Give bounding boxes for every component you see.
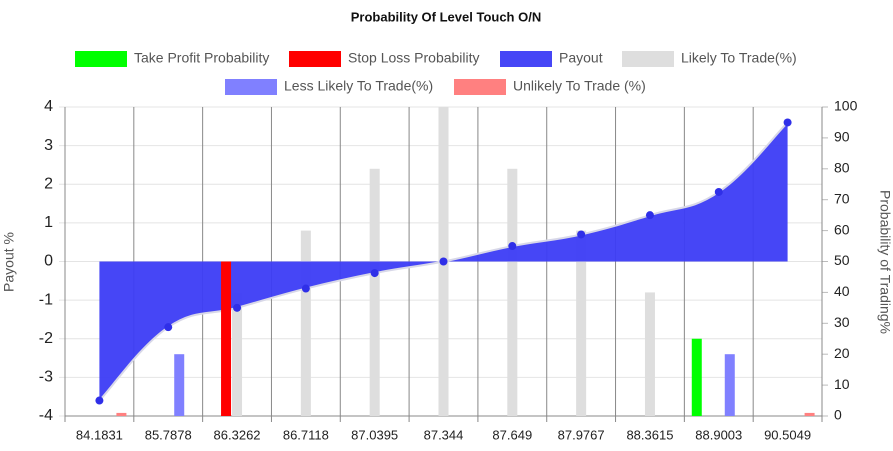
x-tick-label: 88.3615: [626, 427, 673, 442]
bar: [804, 412, 815, 416]
bar: [174, 354, 185, 416]
bar: [691, 338, 702, 416]
y-tick-label: -2: [39, 330, 53, 347]
legend-label[interactable]: Payout: [559, 50, 603, 66]
legend-swatch[interactable]: [225, 79, 277, 95]
legend-swatch[interactable]: [500, 51, 552, 67]
y2-tick-label: 80: [834, 160, 850, 176]
legend-swatch[interactable]: [289, 51, 341, 67]
payout-point: [301, 284, 310, 293]
y2-tick-label: 50: [834, 252, 850, 268]
payout-point: [714, 187, 723, 196]
y2-axis-title: Probability of Trading%: [877, 190, 893, 334]
payout-point: [645, 211, 654, 220]
bar: [300, 230, 311, 416]
bar: [116, 412, 127, 416]
legend-label[interactable]: Likely To Trade(%): [681, 50, 797, 66]
payout-point: [95, 396, 104, 405]
legend-label[interactable]: Unlikely To Trade (%): [513, 78, 646, 94]
y2-tick-label: 90: [834, 129, 850, 145]
x-tick-label: 87.9767: [558, 427, 605, 442]
x-tick-label: 87.649: [492, 427, 532, 442]
x-tick-label: 90.5049: [764, 427, 811, 442]
bar: [232, 292, 243, 416]
y-tick-label: 4: [44, 98, 53, 115]
y2-tick-label: 100: [834, 98, 858, 114]
y-tick-label: 1: [44, 214, 53, 231]
legend-label[interactable]: Less Likely To Trade(%): [284, 78, 433, 94]
legend-swatch[interactable]: [622, 51, 674, 67]
bar: [221, 261, 232, 416]
y2-tick-label: 70: [834, 190, 850, 206]
y-tick-label: -4: [39, 407, 53, 424]
bar: [644, 292, 655, 416]
bar: [724, 354, 735, 416]
bar: [576, 230, 587, 416]
x-tick-label: 85.7878: [145, 427, 192, 442]
payout-point: [164, 323, 173, 332]
x-tick-label: 84.1831: [76, 427, 123, 442]
y-axis-title: Payout %: [1, 232, 17, 292]
y2-tick-label: 30: [834, 314, 850, 330]
bar: [369, 168, 380, 416]
legend-swatch[interactable]: [75, 51, 127, 67]
y2-tick-label: 60: [834, 221, 850, 237]
y2-tick-label: 10: [834, 376, 850, 392]
y2-tick-label: 20: [834, 345, 850, 361]
y-tick-label: 0: [44, 253, 53, 270]
legend-label[interactable]: Stop Loss Probability: [348, 50, 480, 66]
y-tick-label: -1: [39, 291, 53, 308]
x-tick-label: 87.0395: [351, 427, 398, 442]
legend-swatch[interactable]: [454, 79, 506, 95]
y2-tick-label: 40: [834, 283, 850, 299]
legend-label[interactable]: Take Profit Probability: [134, 50, 269, 66]
y2-tick-label: 0: [834, 407, 842, 423]
x-tick-label: 86.7118: [283, 427, 329, 442]
payout-point: [508, 242, 517, 251]
bar: [507, 168, 518, 416]
x-tick-label: 87.344: [424, 427, 464, 442]
y-tick-label: -3: [39, 369, 53, 386]
payout-point: [577, 230, 586, 239]
y-tick-label: 2: [44, 175, 53, 192]
payout-point: [370, 269, 379, 278]
payout-point: [783, 118, 792, 127]
y-tick-label: 3: [44, 137, 53, 154]
x-tick-label: 88.9003: [695, 427, 742, 442]
payout-point: [439, 257, 448, 266]
chart-title: Probability Of Level Touch O/N: [351, 9, 541, 24]
payout-point: [233, 303, 242, 312]
x-tick-label: 86.3262: [214, 427, 261, 442]
